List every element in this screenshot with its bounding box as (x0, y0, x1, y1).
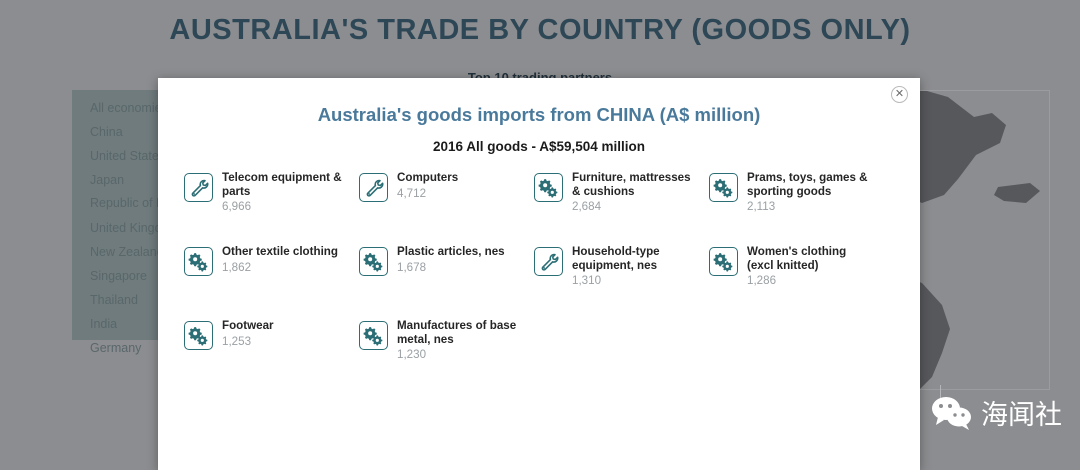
goods-item-value: 2,113 (747, 200, 776, 214)
goods-item-value: 1,678 (397, 260, 427, 274)
goods-item[interactable]: Telecom equipment & parts 6,966 (184, 170, 359, 244)
goods-item-label: Prams, toys, games & sporting goods (747, 171, 868, 198)
goods-item[interactable]: Prams, toys, games & sporting goods 2,113 (709, 170, 884, 244)
modal-subtitle: 2016 All goods - A$59,504 million (432, 139, 646, 154)
goods-item-label: Footwear (222, 319, 274, 332)
page-title: AUSTRALIA'S TRADE BY COUNTRY (GOODS ONLY… (169, 14, 911, 46)
country-item-new-zealand[interactable]: New Zealand (90, 245, 164, 259)
gears-icon-box (359, 247, 388, 276)
watermark-divider (940, 385, 941, 407)
goods-item-value: 1,253 (222, 334, 252, 348)
modal-title: Australia's goods imports from CHINA (A$… (317, 104, 761, 125)
gears-icon-box (709, 173, 738, 202)
country-item-india[interactable]: India (90, 317, 118, 331)
country-item-all-economies[interactable]: All economies (90, 101, 168, 115)
imports-detail-modal: ✕ Australia's goods imports from CHINA (… (158, 78, 920, 470)
goods-item-text: Footwear 1,253 (222, 318, 274, 349)
gears-icon (363, 253, 383, 272)
goods-item-label: Computers (397, 171, 459, 184)
goods-item-label: Furniture, mattresses & cushions (572, 171, 691, 198)
wrench-icon (366, 179, 383, 197)
country-item-germany[interactable]: Germany (90, 341, 142, 355)
goods-item[interactable]: Plastic articles, nes 1,678 (359, 244, 534, 318)
wrench-icon-box (184, 173, 213, 202)
goods-item-text: Manufactures of base metal, nes 1,230 (397, 318, 525, 362)
country-item-japan[interactable]: Japan (90, 173, 125, 187)
close-icon[interactable]: ✕ (891, 86, 908, 103)
gears-icon-box (709, 247, 738, 276)
goods-item-text: Prams, toys, games & sporting goods 2,113 (747, 170, 875, 214)
gears-icon (363, 327, 383, 346)
goods-item-text: Computers 4,712 (397, 170, 458, 201)
goods-item[interactable]: Manufactures of base metal, nes 1,230 (359, 318, 534, 392)
goods-item[interactable]: Women's clothing (excl knitted) 1,286 (709, 244, 884, 318)
country-item-united-states[interactable]: United States (90, 149, 166, 163)
goods-item-value: 1,286 (747, 274, 777, 288)
gears-icon (713, 253, 733, 272)
goods-item-label: Other textile clothing (222, 245, 338, 258)
wrench-icon (191, 179, 208, 197)
gears-icon-box (359, 321, 388, 350)
goods-item-value: 1,862 (222, 260, 252, 274)
goods-item-text: Household-type equipment, nes 1,310 (572, 244, 700, 288)
goods-item-text: Women's clothing (excl knitted) 1,286 (747, 244, 875, 288)
goods-item[interactable]: Other textile clothing 1,862 (184, 244, 359, 318)
gears-icon-box (184, 247, 213, 276)
goods-item-text: Plastic articles, nes 1,678 (397, 244, 505, 275)
goods-item-label: Women's clothing (excl knitted) (747, 245, 847, 272)
country-item-singapore[interactable]: Singapore (90, 269, 147, 283)
gears-icon (188, 253, 208, 272)
goods-item-label: Telecom equipment & parts (222, 171, 342, 198)
watermark: 海闻社 (931, 393, 1062, 432)
country-item-united-kingdom[interactable]: United Kingdom (90, 221, 179, 235)
country-item-thailand[interactable]: Thailand (90, 293, 138, 307)
goods-item[interactable]: Furniture, mattresses & cushions 2,684 (534, 170, 709, 244)
country-item-china[interactable]: China (90, 125, 123, 139)
gears-icon (188, 327, 208, 346)
gears-icon-box (534, 173, 563, 202)
goods-item-value: 4,712 (397, 186, 427, 200)
goods-item-value: 1,310 (572, 274, 602, 288)
goods-item-label: Manufactures of base metal, nes (397, 319, 517, 346)
wrench-icon-box (534, 247, 563, 276)
gears-icon-box (184, 321, 213, 350)
gears-icon (713, 179, 733, 198)
goods-item-value: 2,684 (572, 200, 602, 214)
watermark-text: 海闻社 (981, 400, 1062, 431)
goods-item-label: Household-type equipment, nes (572, 245, 660, 272)
goods-grid: Telecom equipment & parts 6,966 Computers 4… (184, 170, 894, 392)
goods-item[interactable]: Computers 4,712 (359, 170, 534, 244)
goods-item[interactable]: Household-type equipment, nes 1,310 (534, 244, 709, 318)
wechat-icon (932, 396, 971, 430)
goods-item-value: 6,966 (222, 200, 252, 214)
goods-item-value: 1,230 (397, 348, 427, 362)
goods-item-text: Telecom equipment & parts 6,966 (222, 170, 350, 214)
wrench-icon-box (359, 173, 388, 202)
wrench-icon (541, 253, 558, 271)
goods-item-label: Plastic articles, nes (397, 245, 505, 258)
goods-item-text: Furniture, mattresses & cushions 2,684 (572, 170, 700, 214)
goods-item-text: Other textile clothing 1,862 (222, 244, 338, 275)
gears-icon (538, 179, 558, 198)
goods-item[interactable]: Footwear 1,253 (184, 318, 359, 392)
